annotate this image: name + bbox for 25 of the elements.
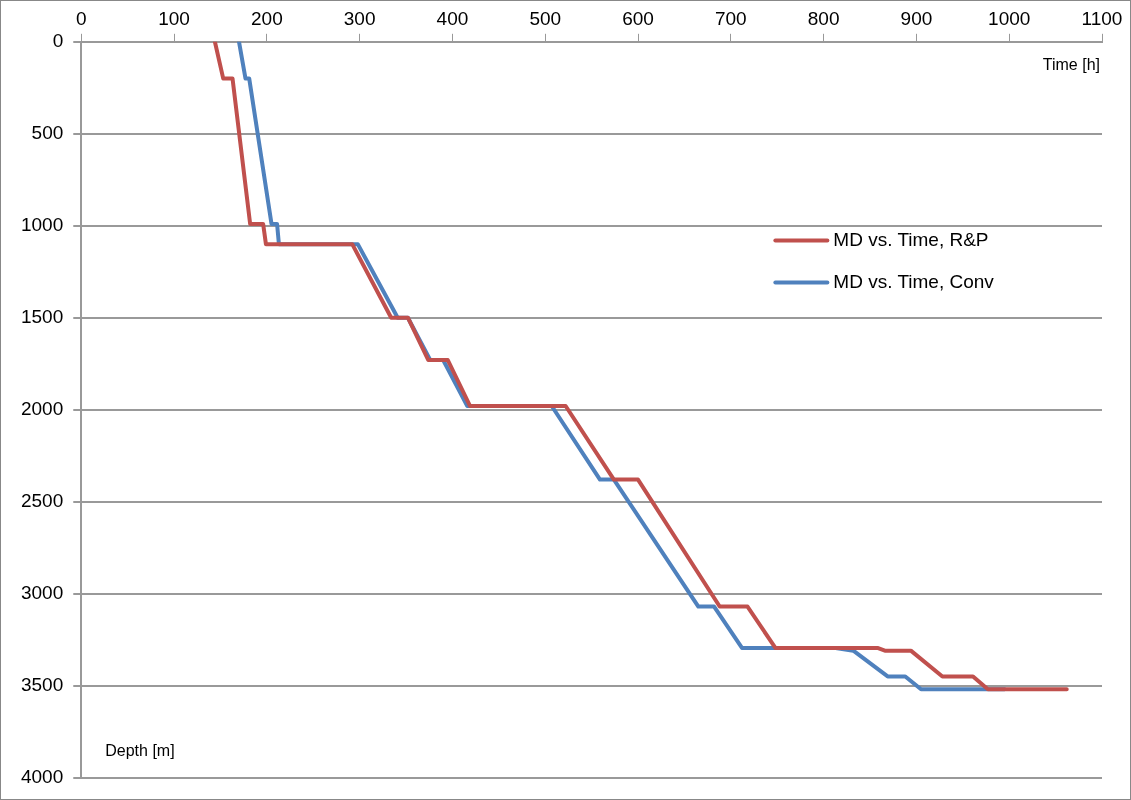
y-tick-label: 2000: [20, 397, 64, 419]
y-tick-label: 4000: [20, 765, 64, 787]
x-tick-label: 400: [436, 7, 469, 29]
x-tick-label: 1000: [988, 7, 1031, 29]
y-tick-label: 0: [52, 30, 64, 52]
x-tick-label: 1100: [1081, 7, 1123, 29]
x-tick-label: 200: [251, 7, 283, 29]
legend-label: MD vs. Time, R&P: [833, 228, 989, 250]
y-tick-label: 1500: [20, 305, 64, 327]
y-tick-label: 500: [31, 122, 64, 144]
y-tick-label: 3500: [20, 673, 64, 695]
y-tick-label: 1000: [20, 213, 64, 235]
legend-label: MD vs. Time, Conv: [833, 270, 995, 292]
x-axis-title: Time [h]: [1042, 56, 1100, 74]
x-tick-label: 800: [807, 7, 840, 29]
x-tick-label: 100: [158, 7, 190, 29]
x-tick-label: 900: [900, 7, 933, 29]
y-tick-label: 3000: [20, 581, 64, 603]
x-tick-label: 600: [622, 7, 654, 29]
y-axis-title: Depth [m]: [105, 742, 175, 760]
y-tick-label: 2500: [20, 489, 64, 511]
x-tick-label: 300: [343, 7, 376, 29]
x-tick-label: 500: [529, 7, 562, 29]
x-tick-label: 700: [714, 7, 747, 29]
x-tick-label: 0: [75, 7, 87, 29]
